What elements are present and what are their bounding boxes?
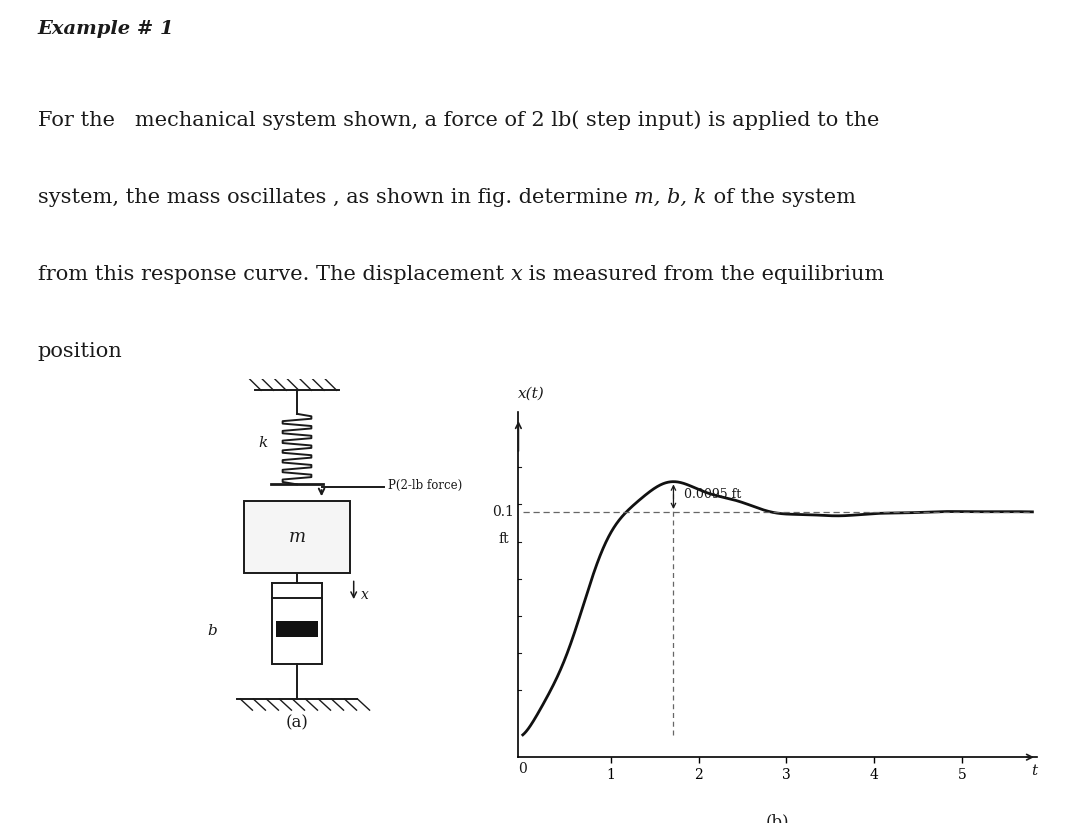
Text: b: b [207, 625, 217, 639]
Text: m, b, k: m, b, k [634, 188, 706, 207]
Text: k: k [258, 436, 268, 450]
Text: from this response curve. The displacement: from this response curve. The displaceme… [38, 265, 511, 284]
Text: For the   mechanical system shown, a force of 2 lb( step input) is applied to th: For the mechanical system shown, a force… [38, 110, 879, 130]
Text: (a): (a) [285, 714, 309, 731]
Text: 0: 0 [518, 761, 527, 775]
Text: 0.0095 ft: 0.0095 ft [684, 488, 741, 501]
Bar [272, 597, 322, 663]
Text: x(t): x(t) [518, 386, 545, 400]
Bar [276, 621, 318, 637]
Text: P(2-lb force): P(2-lb force) [389, 479, 462, 492]
Text: is measured from the equilibrium: is measured from the equilibrium [523, 265, 885, 284]
Text: ft: ft [498, 532, 509, 546]
Text: m: m [288, 528, 306, 546]
Text: Example # 1: Example # 1 [38, 20, 175, 38]
Text: system, the mass oscillates , as shown in fig. determine: system, the mass oscillates , as shown i… [38, 188, 634, 207]
Text: x: x [361, 588, 368, 602]
Text: (b): (b) [766, 813, 789, 823]
Text: t: t [1031, 764, 1037, 778]
Text: 0.1: 0.1 [492, 504, 514, 518]
Text: of the system: of the system [706, 188, 855, 207]
Bar [244, 500, 350, 573]
Text: position: position [38, 342, 122, 360]
Text: x: x [511, 265, 523, 284]
Bar [275, 637, 319, 663]
